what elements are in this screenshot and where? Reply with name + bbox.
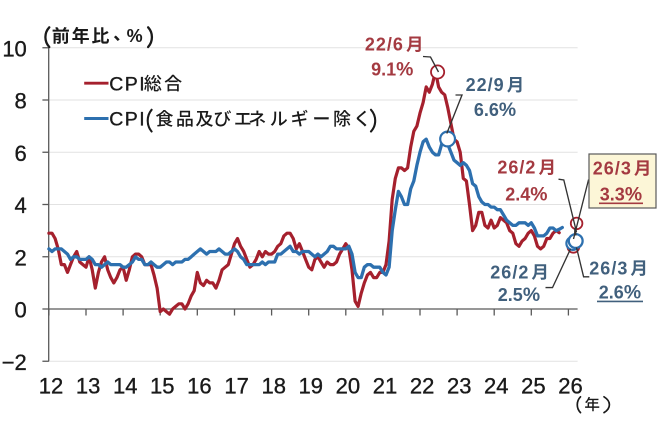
svg-text:26/2: 26/2 [497,158,536,178]
svg-text:26/3: 26/3 [593,158,632,178]
svg-text:10: 10 [2,36,26,61]
svg-text:6.6%: 6.6% [474,99,516,121]
svg-text:−2: −2 [2,350,27,375]
svg-text:22: 22 [410,374,434,399]
svg-text:12: 12 [39,374,63,399]
svg-text:24: 24 [484,374,508,399]
svg-text:14: 14 [113,374,137,399]
svg-text:%: % [127,26,143,46]
svg-text:15: 15 [150,374,174,399]
svg-text:4: 4 [15,193,27,218]
svg-text:CPI: CPI [109,109,146,131]
svg-text:18: 18 [261,374,285,399]
svg-text:20: 20 [336,374,360,399]
svg-text:17: 17 [224,374,248,399]
svg-text:CPI: CPI [109,73,146,95]
svg-text:2.4%: 2.4% [505,183,547,205]
svg-text:13: 13 [76,374,100,399]
svg-text:0: 0 [15,298,27,323]
svg-text:8: 8 [15,89,27,114]
svg-text:21: 21 [373,374,397,399]
svg-text:3.3%: 3.3% [600,183,642,205]
svg-text:16: 16 [187,374,211,399]
svg-text:2.6%: 2.6% [599,281,641,303]
svg-text:22/6: 22/6 [365,35,404,55]
svg-text:6: 6 [15,141,27,166]
svg-text:26/2: 26/2 [490,262,529,282]
svg-text:26/3: 26/3 [589,258,628,278]
svg-text:25: 25 [521,374,545,399]
svg-text:19: 19 [299,374,323,399]
svg-text:2.5%: 2.5% [498,284,540,306]
svg-text:9.1%: 9.1% [371,58,413,80]
svg-text:22/9: 22/9 [466,75,505,95]
svg-text:2: 2 [15,245,27,270]
svg-text:26: 26 [558,374,582,399]
svg-text:23: 23 [447,374,471,399]
